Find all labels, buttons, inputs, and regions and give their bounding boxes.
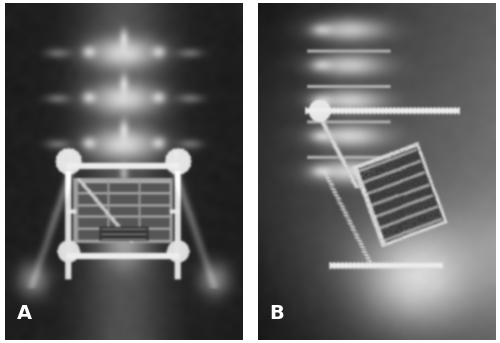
Text: A: A: [17, 304, 32, 323]
Text: B: B: [270, 304, 284, 323]
